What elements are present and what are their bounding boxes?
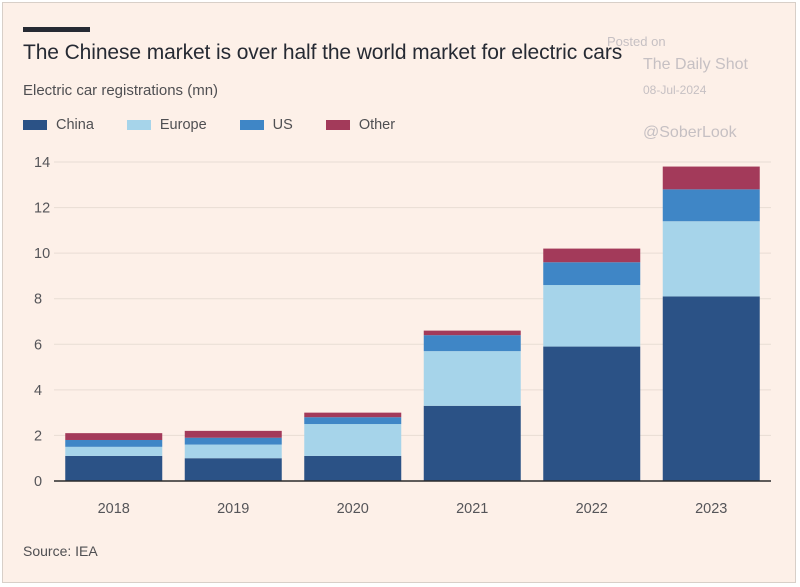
- legend: China Europe US Other: [23, 117, 428, 133]
- x-tick-label-2021: 2021: [456, 501, 488, 517]
- chart-subtitle: Electric car registrations (mn): [23, 82, 219, 99]
- bar-2023-china: [662, 296, 760, 481]
- y-tick-label-6: 6: [34, 337, 42, 353]
- bar-2023-us: [662, 189, 760, 222]
- legend-swatch-europe: [126, 120, 151, 130]
- watermark-site: The Daily Shot: [643, 56, 748, 73]
- bar-2021-us: [423, 335, 521, 352]
- bar-2022-us: [543, 262, 641, 286]
- x-tick-label-2018: 2018: [98, 501, 130, 517]
- bar-2018-other: [65, 433, 163, 440]
- bar-2020-europe: [304, 424, 402, 456]
- y-tick-label-10: 10: [34, 246, 50, 262]
- y-tick-label-8: 8: [34, 292, 42, 308]
- legend-label-us: US: [272, 117, 293, 133]
- bar-2018-europe: [65, 446, 163, 456]
- x-tick-label-2023: 2023: [695, 501, 727, 517]
- watermark-posted: Posted on: [607, 34, 666, 49]
- legend-label-other: Other: [358, 117, 396, 133]
- bar-2018-china: [65, 455, 163, 481]
- legend-label-china: China: [56, 117, 94, 133]
- bar-2022-other: [543, 248, 641, 263]
- legend-item-us: US: [239, 117, 293, 133]
- y-tick-label-2: 2: [34, 428, 42, 444]
- chart-title: The Chinese market is over half the worl…: [23, 41, 623, 64]
- x-tick-label-2019: 2019: [217, 501, 249, 517]
- y-tick-label-4: 4: [34, 383, 42, 399]
- y-tick-label-12: 12: [34, 201, 50, 217]
- bar-2019-us: [184, 437, 282, 445]
- bar-2019-europe: [184, 444, 282, 459]
- bar-2022-china: [543, 346, 641, 481]
- bar-2019-china: [184, 458, 282, 481]
- legend-item-europe: Europe: [126, 117, 207, 133]
- watermark-handle: @SoberLook: [643, 124, 737, 141]
- x-tick-label-2022: 2022: [576, 501, 608, 517]
- x-tick-label-2020: 2020: [337, 501, 369, 517]
- bar-2021-china: [423, 405, 521, 481]
- bar-2023-europe: [662, 221, 760, 297]
- bar-2023-other: [662, 166, 760, 190]
- title-accent-bar: [23, 27, 90, 32]
- legend-item-other: Other: [325, 117, 396, 133]
- legend-swatch-us: [239, 120, 264, 130]
- bar-2020-china: [304, 455, 402, 481]
- bar-2018-us: [65, 439, 163, 447]
- legend-label-europe: Europe: [159, 117, 207, 133]
- bar-2021-other: [423, 330, 521, 336]
- bar-2022-europe: [543, 285, 641, 347]
- watermark-date: 08-Jul-2024: [643, 83, 707, 97]
- source-note: Source: IEA: [23, 543, 98, 559]
- bar-2021-europe: [423, 351, 521, 406]
- bar-2020-us: [304, 417, 402, 425]
- legend-item-china: China: [23, 117, 94, 133]
- bar-2020-other: [304, 412, 402, 418]
- y-tick-label-0: 0: [34, 474, 42, 490]
- legend-swatch-china: [23, 120, 47, 130]
- legend-swatch-other: [325, 120, 350, 130]
- bar-2019-other: [184, 430, 282, 438]
- y-tick-label-14: 14: [34, 155, 50, 171]
